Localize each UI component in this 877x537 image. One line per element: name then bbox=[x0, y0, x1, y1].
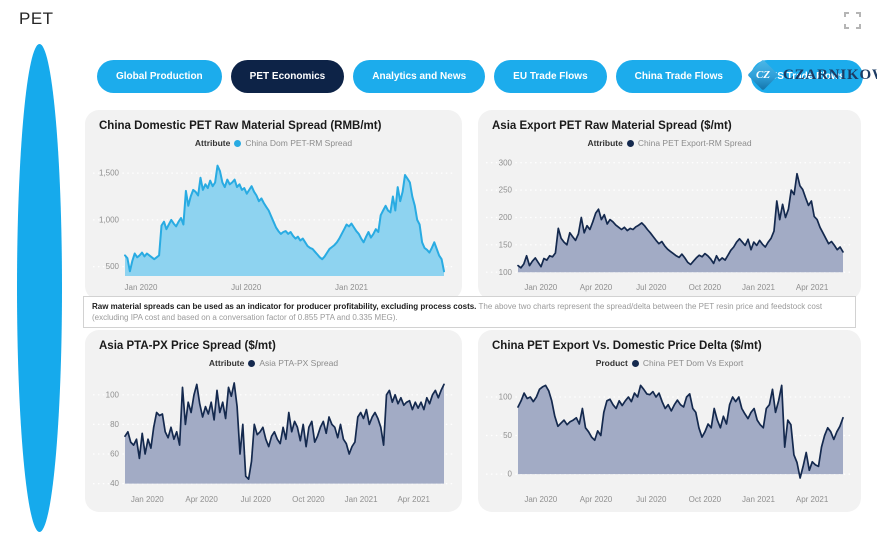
tab-bar: Global Production PET Economics Analytic… bbox=[97, 60, 864, 93]
svg-text:Jan 2020: Jan 2020 bbox=[524, 495, 557, 504]
chart-title: Asia Export PET Raw Material Spread ($/m… bbox=[492, 120, 732, 132]
chart-title: China Domestic PET Raw Material Spread (… bbox=[99, 120, 382, 132]
svg-text:Apr 2021: Apr 2021 bbox=[796, 283, 829, 292]
note-bold-text: Raw material spreads can be used as an i… bbox=[92, 302, 477, 311]
legend-label: China PET Dom Vs Export bbox=[642, 358, 744, 368]
chart-title: China PET Export Vs. Domestic Price Delt… bbox=[492, 340, 762, 352]
svg-text:1,000: 1,000 bbox=[99, 216, 120, 225]
svg-text:Jan 2021: Jan 2021 bbox=[335, 283, 368, 292]
svg-text:50: 50 bbox=[503, 431, 512, 440]
svg-text:Apr 2021: Apr 2021 bbox=[397, 495, 430, 504]
svg-text:100: 100 bbox=[499, 393, 513, 402]
svg-text:Jul 2020: Jul 2020 bbox=[636, 283, 667, 292]
legend-dot-icon bbox=[234, 139, 242, 147]
decorative-blue-swoosh bbox=[17, 44, 62, 532]
svg-text:Oct 2020: Oct 2020 bbox=[689, 283, 722, 292]
explanatory-note: Raw material spreads can be used as an i… bbox=[83, 296, 856, 329]
chart-card-asia-export-spread: Asia Export PET Raw Material Spread ($/m… bbox=[478, 110, 861, 300]
svg-text:80: 80 bbox=[110, 420, 119, 429]
brand-monogram: CZ bbox=[755, 69, 771, 81]
legend-label: China PET Export-RM Spread bbox=[637, 138, 752, 148]
legend-label: China Dom PET-RM Spread bbox=[245, 138, 353, 148]
svg-text:Oct 2020: Oct 2020 bbox=[689, 495, 722, 504]
tab-analytics-and-news[interactable]: Analytics and News bbox=[353, 60, 486, 93]
svg-text:Jan 2020: Jan 2020 bbox=[131, 495, 164, 504]
svg-text:500: 500 bbox=[106, 262, 120, 271]
tab-pet-economics[interactable]: PET Economics bbox=[230, 60, 345, 93]
chart-card-asia-pta-px-spread: Asia PTA-PX Price Spread ($/mt) Attribut… bbox=[85, 330, 462, 512]
legend-key: Attribute bbox=[208, 358, 245, 368]
czarnikow-logo: CZ CZARNIKOW bbox=[747, 59, 877, 91]
svg-text:Jul 2020: Jul 2020 bbox=[241, 495, 272, 504]
legend-label: Asia PTA-PX Spread bbox=[259, 358, 339, 368]
legend-key: Attribute bbox=[587, 138, 623, 148]
svg-text:Jan 2021: Jan 2021 bbox=[742, 495, 775, 504]
chart-card-china-export-vs-domestic: China PET Export Vs. Domestic Price Delt… bbox=[478, 330, 861, 512]
legend-dot-icon bbox=[248, 359, 256, 367]
tab-eu-trade-flows[interactable]: EU Trade Flows bbox=[494, 60, 607, 93]
chart-legend: Attribute Asia PTA-PX Spread bbox=[85, 358, 462, 368]
area-chart-china-export-vs-domestic[interactable]: 0 50 100 Jan 2020 Apr 2020 Jul 2020 Oct 2020 Ja… bbox=[480, 374, 859, 510]
svg-text:Oct 2020: Oct 2020 bbox=[292, 495, 325, 504]
svg-text:100: 100 bbox=[499, 268, 513, 277]
area-chart-asia-pta-px-spread[interactable]: 40 60 80 100 Jan 2020 Apr 2020 Jul 2020 Oct 202… bbox=[87, 374, 460, 510]
fullscreen-icon[interactable] bbox=[844, 12, 861, 29]
svg-text:Jul 2020: Jul 2020 bbox=[636, 495, 667, 504]
chart-legend: Product China PET Dom Vs Export bbox=[478, 358, 861, 368]
svg-text:1,500: 1,500 bbox=[99, 169, 120, 178]
svg-text:Jan 2021: Jan 2021 bbox=[742, 283, 775, 292]
svg-text:40: 40 bbox=[110, 479, 119, 488]
page-title: PET bbox=[19, 9, 54, 28]
legend-key: Product bbox=[595, 358, 628, 368]
chart-card-china-domestic-spread: China Domestic PET Raw Material Spread (… bbox=[85, 110, 462, 300]
svg-text:100: 100 bbox=[106, 390, 120, 399]
svg-text:Apr 2021: Apr 2021 bbox=[796, 495, 829, 504]
svg-text:Jan 2021: Jan 2021 bbox=[345, 495, 378, 504]
svg-text:300: 300 bbox=[499, 158, 513, 167]
svg-text:0: 0 bbox=[508, 470, 513, 479]
svg-text:200: 200 bbox=[499, 213, 513, 222]
legend-key: Attribute bbox=[194, 138, 231, 148]
svg-text:Jan 2020: Jan 2020 bbox=[125, 283, 158, 292]
svg-text:150: 150 bbox=[499, 240, 513, 249]
brand-name: CZARNIKOW bbox=[783, 66, 877, 83]
svg-text:Apr 2020: Apr 2020 bbox=[580, 283, 613, 292]
svg-text:Jul 2020: Jul 2020 bbox=[231, 283, 262, 292]
svg-text:60: 60 bbox=[110, 450, 119, 459]
tab-china-trade-flows[interactable]: China Trade Flows bbox=[615, 60, 742, 93]
area-chart-asia-export-spread[interactable]: 100 150 200 250 300 Jan 2020 Apr 2020 Jul 2020 O… bbox=[480, 154, 859, 298]
chart-legend: Attribute China Dom PET-RM Spread bbox=[85, 138, 462, 148]
chart-title: Asia PTA-PX Price Spread ($/mt) bbox=[99, 340, 276, 352]
svg-text:Apr 2020: Apr 2020 bbox=[185, 495, 218, 504]
chart-legend: Attribute China PET Export-RM Spread bbox=[478, 138, 861, 148]
legend-dot-icon bbox=[631, 359, 639, 367]
area-chart-china-domestic-spread[interactable]: 500 1,000 1,500 Jan 2020 Jul 2020 Jan 2021 bbox=[87, 154, 460, 298]
svg-text:250: 250 bbox=[499, 186, 513, 195]
legend-dot-icon bbox=[626, 139, 634, 147]
svg-text:Jan 2020: Jan 2020 bbox=[524, 283, 557, 292]
czarnikow-diamond-icon: CZ bbox=[747, 59, 779, 91]
tab-global-production[interactable]: Global Production bbox=[97, 60, 222, 93]
svg-text:Apr 2020: Apr 2020 bbox=[580, 495, 613, 504]
note-detail-text: The above two charts represent the sprea… bbox=[92, 302, 823, 323]
